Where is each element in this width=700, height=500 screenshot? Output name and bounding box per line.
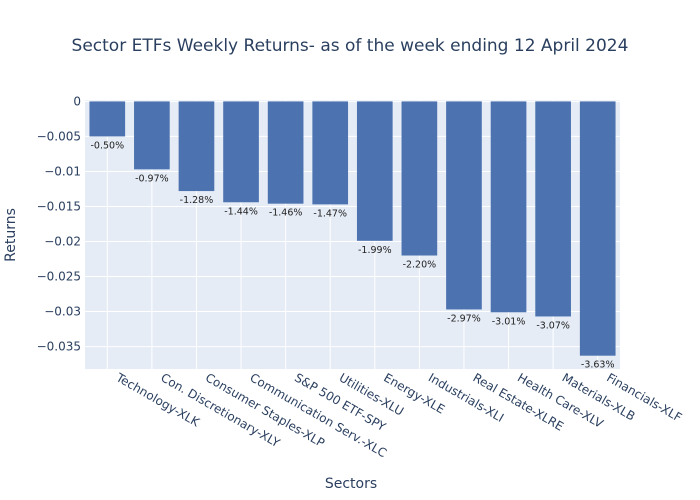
x-axis-title: Sectors — [325, 476, 377, 492]
bar-data-label: -3.63% — [581, 360, 615, 371]
y-tick-label: −0.01 — [44, 164, 81, 178]
bar — [178, 101, 215, 192]
bar-data-label: -3.07% — [536, 320, 570, 331]
bar — [223, 101, 259, 203]
bar-data-label: -3.01% — [492, 316, 526, 327]
bar — [579, 101, 616, 356]
y-tick-label: −0.015 — [37, 199, 81, 213]
bar — [312, 101, 349, 205]
y-tick-label: −0.02 — [44, 235, 81, 249]
y-axis-ticks: 0 −0.005 −0.01 −0.015 −0.02 −0.025 −0.03 −0.035 — [37, 94, 81, 353]
y-tick-label: −0.035 — [37, 340, 81, 354]
bar — [535, 101, 571, 317]
bar-data-label: -1.47% — [313, 208, 347, 219]
bar-data-label: -0.97% — [135, 173, 169, 184]
bar — [446, 101, 482, 310]
bar-data-label: -2.97% — [447, 313, 481, 324]
bar — [134, 101, 170, 170]
bar-data-label: -1.99% — [358, 245, 392, 256]
bar-data-label: -1.44% — [224, 206, 258, 217]
y-axis-title: Returns — [3, 208, 19, 262]
chart-title: Sector ETFs Weekly Returns- as of the we… — [72, 36, 629, 56]
y-tick-label: −0.005 — [37, 129, 81, 143]
bar-data-label: -1.28% — [180, 195, 214, 206]
y-tick-label: 0 — [73, 94, 81, 108]
y-tick-label: −0.025 — [37, 270, 81, 284]
bar — [89, 101, 126, 137]
bar-data-label: -0.50% — [90, 140, 124, 151]
data-labels: -0.50% -0.97% -1.28% -1.44% -1.46% -1.47% -1.9… — [90, 140, 614, 370]
bar-data-label: -2.20% — [403, 260, 437, 271]
bar — [401, 101, 438, 256]
bar-data-label: -1.46% — [269, 208, 303, 219]
bar — [356, 101, 393, 241]
y-tick-label: −0.03 — [44, 305, 81, 319]
bar — [267, 101, 304, 204]
bars — [89, 101, 616, 356]
bar — [490, 101, 527, 313]
plot-area — [85, 100, 620, 369]
